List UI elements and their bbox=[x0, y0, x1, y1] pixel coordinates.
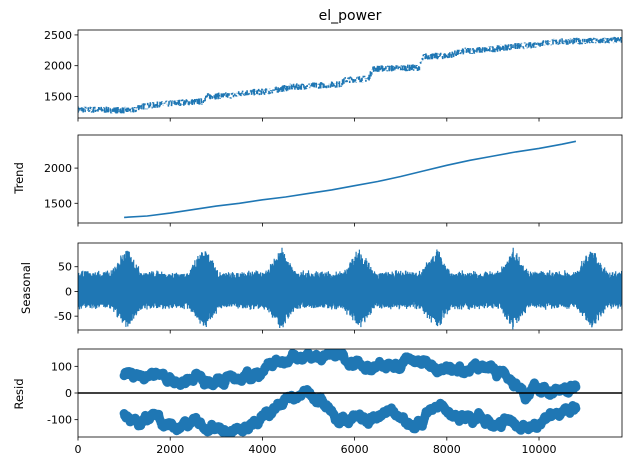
y-tick-label: 100 bbox=[51, 360, 72, 373]
x-tick-label: 6000 bbox=[341, 443, 369, 456]
x-tick-label: 8000 bbox=[433, 443, 461, 456]
x-tick-label: 10000 bbox=[522, 443, 557, 456]
y-tick-label: 1500 bbox=[44, 90, 72, 103]
series-line bbox=[78, 247, 622, 330]
y-tick-label: 50 bbox=[58, 261, 72, 274]
ylabel-trend: Trend bbox=[12, 162, 26, 194]
x-tick-label: 4000 bbox=[248, 443, 276, 456]
x-ticks bbox=[77, 223, 540, 227]
x-ticks bbox=[77, 118, 540, 122]
y-ticks: 1500 2000 bbox=[44, 162, 78, 210]
axes-frame bbox=[77, 242, 623, 331]
x-ticks: 0 2000 4000 6000 8000 10000 bbox=[75, 437, 557, 456]
axes-frame bbox=[77, 29, 623, 119]
chart-title: el_power bbox=[319, 8, 382, 24]
y-tick-label: 2000 bbox=[44, 60, 72, 73]
plot-area bbox=[124, 140, 577, 219]
panel-seasonal: -50 0 50 bbox=[54, 242, 623, 334]
y-tick-label: 2000 bbox=[44, 162, 72, 175]
plot-area bbox=[78, 36, 622, 114]
y-ticks: -100 0 100 bbox=[47, 360, 78, 427]
y-tick-label: 2500 bbox=[44, 29, 72, 42]
plot-area bbox=[78, 247, 622, 330]
ylabel-seasonal: Seasonal bbox=[19, 262, 33, 314]
y-tick-label: 0 bbox=[65, 285, 72, 298]
x-tick-label: 0 bbox=[75, 443, 82, 456]
y-ticks: -50 0 50 bbox=[54, 261, 78, 323]
x-tick-label: 2000 bbox=[156, 443, 184, 456]
y-ticks: 1500 2000 2500 bbox=[44, 29, 78, 103]
y-tick-label: -100 bbox=[47, 414, 72, 427]
y-tick-label: 1500 bbox=[44, 197, 72, 210]
resid-markers bbox=[119, 349, 581, 437]
series-line bbox=[78, 36, 622, 114]
y-tick-label: -50 bbox=[54, 310, 72, 323]
ylabel-resid: Resid bbox=[12, 378, 26, 409]
panel-observed: 1500 2000 2500 bbox=[44, 29, 623, 122]
y-tick-label: 0 bbox=[65, 387, 72, 400]
x-ticks bbox=[77, 330, 540, 334]
axes-frame bbox=[77, 134, 623, 224]
panel-trend: 1500 2000 bbox=[44, 134, 623, 227]
plot-area bbox=[78, 349, 622, 437]
series-line bbox=[124, 140, 577, 219]
